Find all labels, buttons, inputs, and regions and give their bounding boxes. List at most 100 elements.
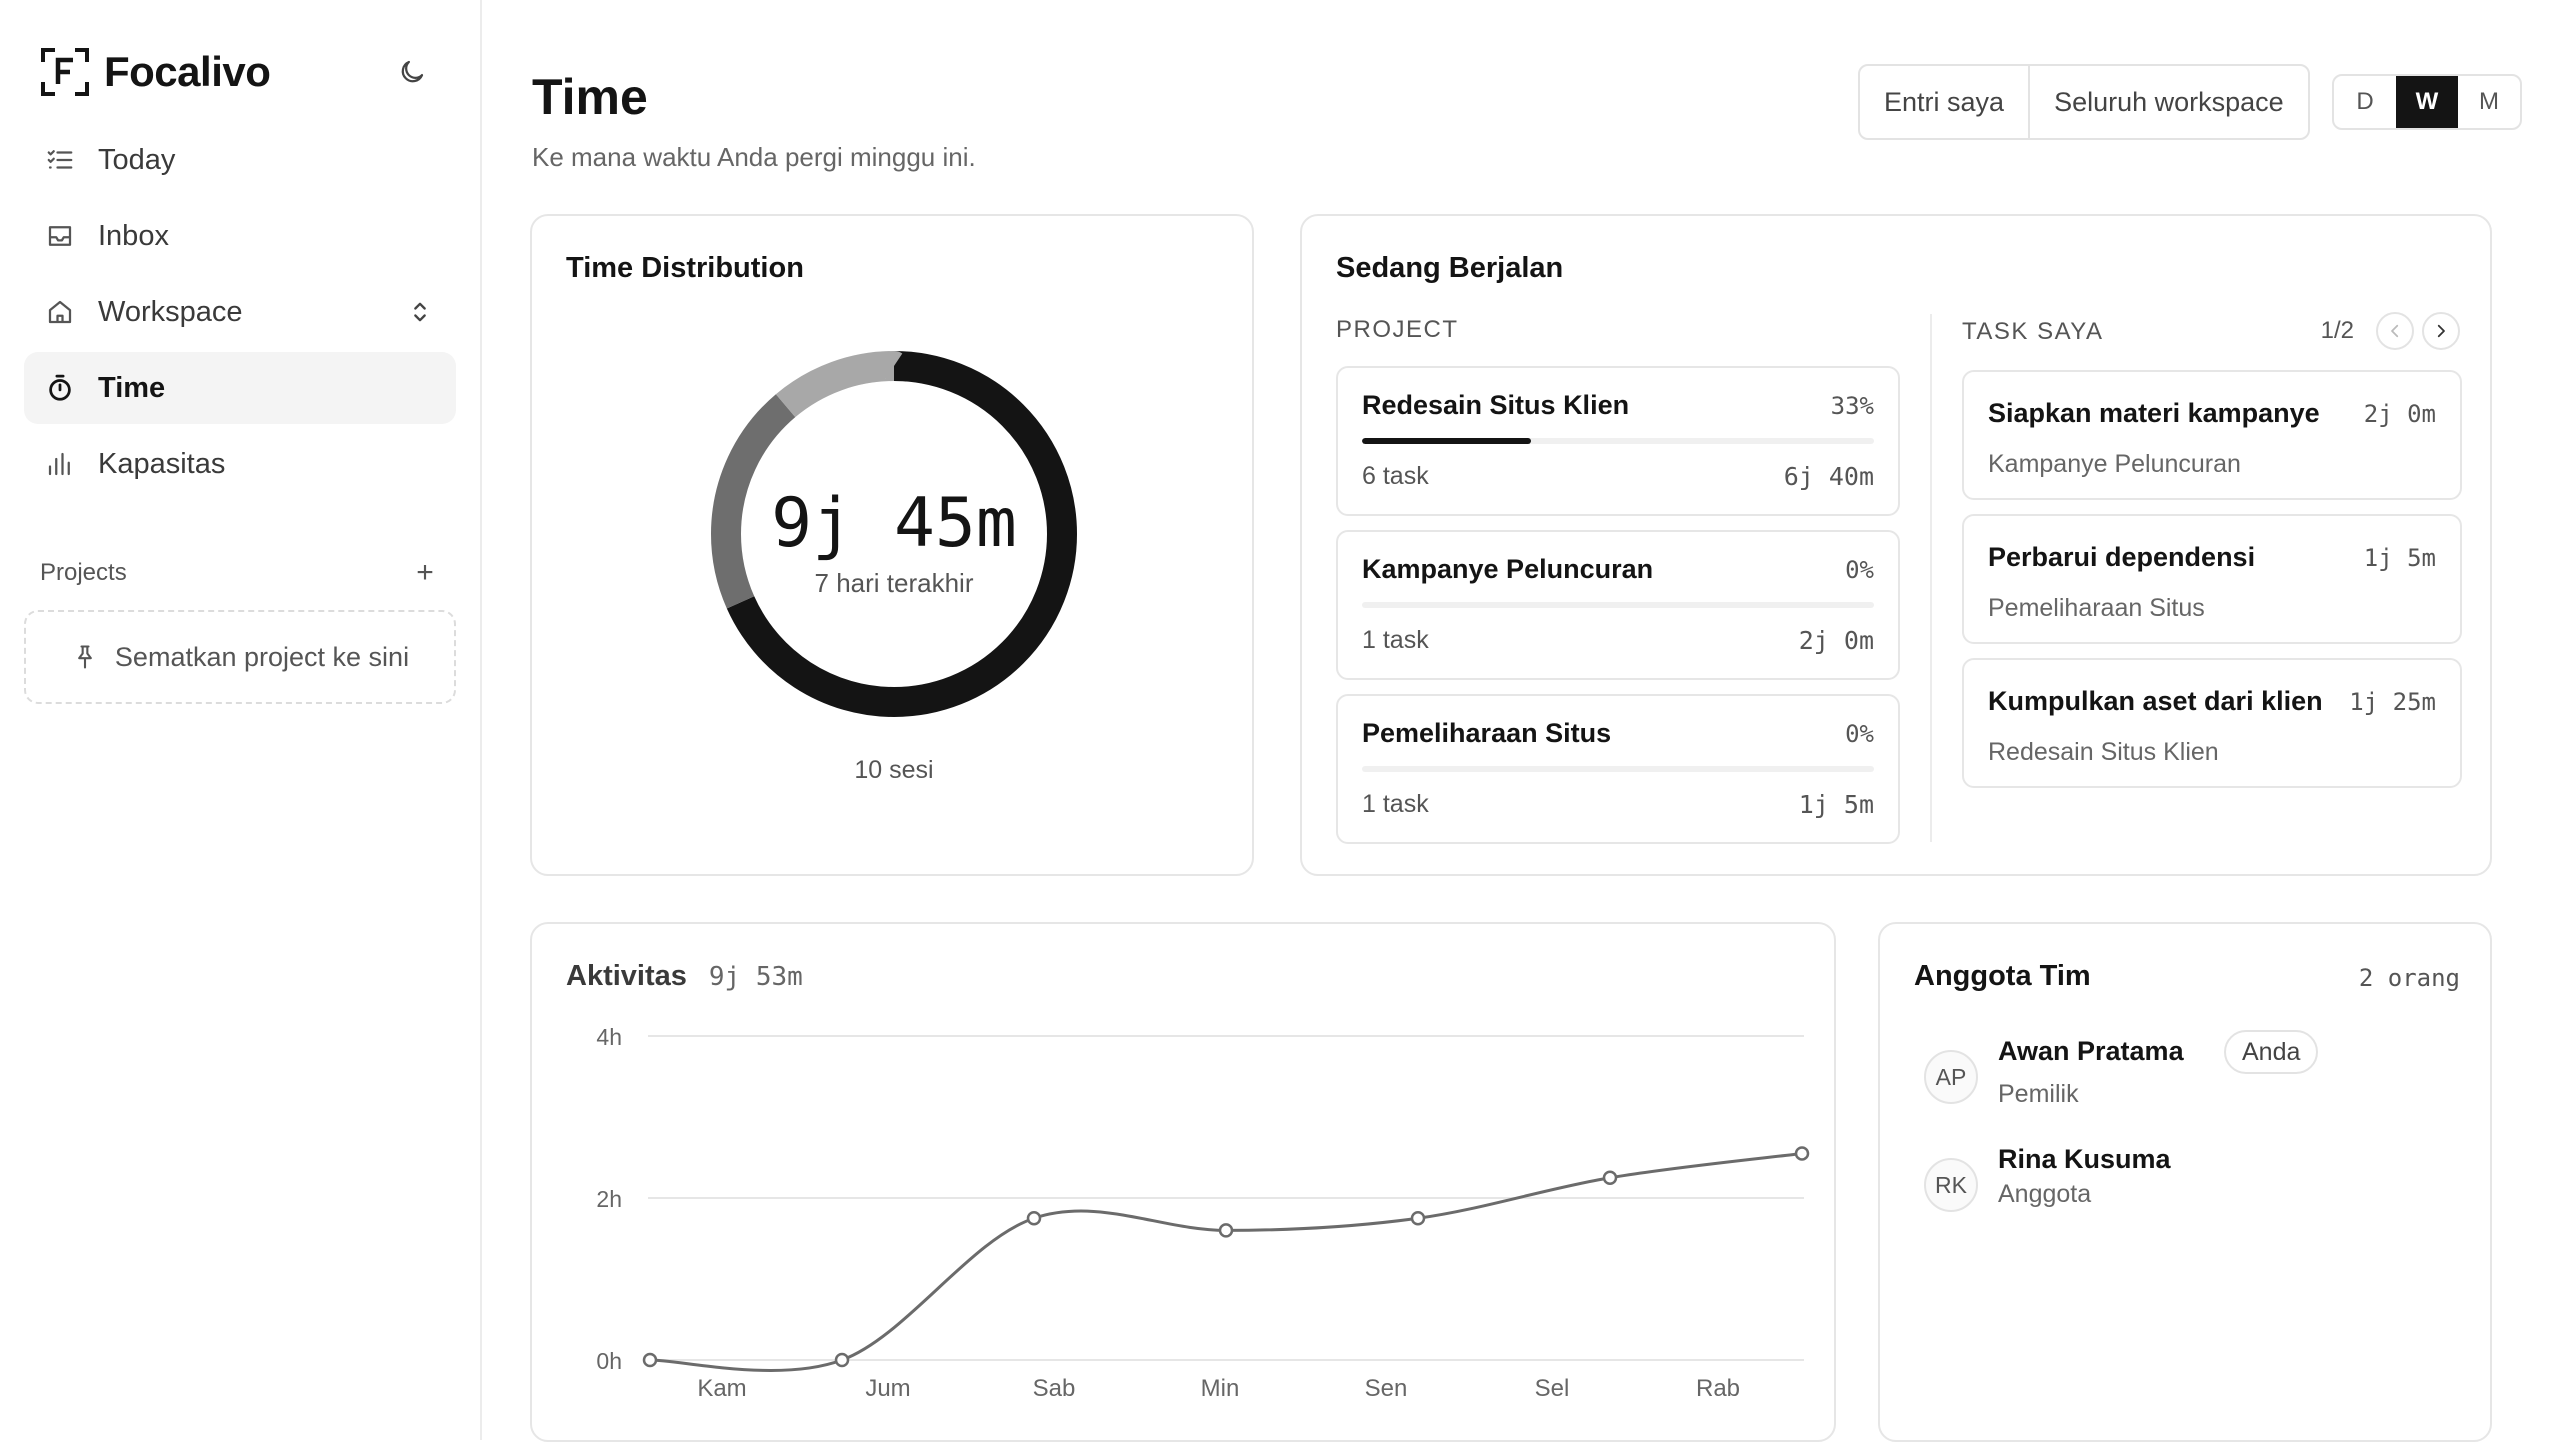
project-name: Kampanye Peluncuran bbox=[1362, 554, 1654, 584]
member-name: Awan Pratama bbox=[1998, 1036, 2184, 1066]
task-project: Kampanye Peluncuran bbox=[1988, 450, 2241, 478]
project-card[interactable]: Redesain Situs Klien 33% 6 task 6j 40m bbox=[1336, 366, 1900, 516]
sidebar-item-inbox[interactable]: Inbox bbox=[24, 200, 456, 272]
y-tick-label: 4h bbox=[596, 1024, 622, 1050]
donut-segment-2 bbox=[711, 351, 1077, 717]
chevron-up-down-icon[interactable] bbox=[406, 298, 434, 326]
app-name: Focalivo bbox=[104, 48, 271, 95]
scope-my-entries-button[interactable]: Entri saya bbox=[1884, 86, 2005, 117]
sidebar-item-label: Workspace bbox=[98, 295, 243, 328]
theme-toggle-button[interactable] bbox=[392, 52, 432, 92]
task-card[interactable]: Siapkan materi kampanye 2j 0m Kampanye P… bbox=[1962, 370, 2462, 500]
running-card: Sedang Berjalan PROJECT Redesain Situs K… bbox=[1300, 214, 2492, 876]
bar-chart-icon bbox=[44, 448, 76, 480]
task-section-label: TASK SAYA bbox=[1962, 318, 2104, 345]
team-member[interactable]: RK Rina Kusuma Anggota bbox=[1914, 1144, 2474, 1234]
session-count: 10 sesi bbox=[854, 756, 934, 784]
x-tick-label: Sen bbox=[1365, 1375, 1408, 1402]
projects-label: Projects bbox=[40, 559, 127, 586]
data-point-Kam[interactable] bbox=[642, 1352, 658, 1368]
sidebar: Focalivo Today Inbox Workspace bbox=[0, 0, 482, 1440]
project-time: 2j 0m bbox=[1798, 626, 1874, 655]
data-point-Sen[interactable] bbox=[1410, 1211, 1426, 1226]
donut-segment-1 bbox=[711, 351, 1077, 717]
home-icon bbox=[44, 296, 76, 328]
scope-whole-workspace-button[interactable]: Seluruh workspace bbox=[2028, 66, 2308, 138]
data-point-Sab[interactable] bbox=[1026, 1211, 1042, 1226]
sidebar-item-time[interactable]: Time bbox=[24, 352, 456, 424]
task-time: 1j 5m bbox=[2363, 544, 2436, 572]
range-day-button[interactable]: D bbox=[2356, 88, 2374, 115]
project-name: Redesain Situs Klien bbox=[1362, 390, 1630, 420]
you-badge: Anda bbox=[2224, 1030, 2319, 1074]
member-role: Pemilik bbox=[1998, 1080, 2079, 1108]
project-progress-bar bbox=[1362, 766, 1874, 772]
x-tick-label: Sel bbox=[1535, 1375, 1570, 1402]
member-role: Anggota bbox=[1998, 1180, 2092, 1208]
task-name: Kumpulkan aset dari klien bbox=[1988, 686, 2323, 716]
activity-card: 0h 2h 4h Kam Jum Sab Min Sen Sel Rab Aktivitas 9j… bbox=[530, 922, 1836, 1442]
card-title: Anggota Tim bbox=[1914, 960, 2091, 992]
project-card[interactable]: Pemeliharaan Situs 0% 1 task 1j 5m bbox=[1336, 694, 1900, 844]
chevron-right-icon bbox=[2437, 324, 2445, 338]
x-tick-label: Sab bbox=[1033, 1375, 1076, 1402]
team-card: Anggota Tim 2 orang AP Awan Pratama Anda… bbox=[1878, 922, 2492, 1442]
main-content: Time Ke mana waktu Anda pergi minggu ini… bbox=[482, 0, 2560, 1442]
task-project: Pemeliharaan Situs bbox=[1988, 594, 2205, 622]
avatar: RK bbox=[1924, 1158, 1978, 1212]
focalivo-logo-icon bbox=[41, 48, 89, 96]
page-title: Time bbox=[532, 69, 648, 125]
inbox-icon bbox=[44, 220, 76, 252]
data-point-Rab[interactable] bbox=[1794, 1146, 1810, 1161]
sidebar-item-label: Inbox bbox=[98, 219, 169, 252]
prev-page-button[interactable] bbox=[2376, 312, 2414, 350]
project-progress-fill bbox=[1362, 438, 1531, 444]
stopwatch-icon bbox=[44, 372, 76, 404]
brand[interactable]: Focalivo bbox=[40, 46, 271, 98]
donut-period-label: 7 hari terakhir bbox=[814, 568, 974, 598]
range-month-button[interactable]: M bbox=[2479, 88, 2499, 115]
time-distribution-card: Time Distribution 9j 45m 7 hari terakhir… bbox=[530, 214, 1254, 876]
task-card[interactable]: Kumpulkan aset dari klien 1j 25m Redesai… bbox=[1962, 658, 2462, 788]
data-point-Sel[interactable] bbox=[1602, 1170, 1618, 1185]
task-time: 2j 0m bbox=[2363, 400, 2436, 428]
task-name: Siapkan materi kampanye bbox=[1988, 398, 2320, 428]
range-toggle: D W M bbox=[2332, 74, 2522, 130]
pin-icon bbox=[78, 645, 92, 669]
sidebar-item-kapasitas[interactable]: Kapasitas bbox=[24, 428, 456, 500]
column-divider bbox=[1930, 314, 1932, 842]
pin-project-dropzone[interactable]: Sematkan project ke sini bbox=[24, 610, 456, 704]
add-project-button[interactable]: + bbox=[416, 556, 434, 589]
card-title: Aktivitas bbox=[566, 960, 687, 992]
task-card[interactable]: Perbarui dependensi 1j 5m Pemeliharaan S… bbox=[1962, 514, 2462, 644]
moon-icon bbox=[401, 60, 424, 83]
sidebar-item-workspace[interactable]: Workspace bbox=[24, 276, 456, 348]
project-time: 6j 40m bbox=[1783, 462, 1874, 491]
range-week-button[interactable]: W bbox=[2396, 76, 2458, 128]
next-page-button[interactable] bbox=[2422, 312, 2460, 350]
task-project: Redesain Situs Klien bbox=[1988, 738, 2219, 766]
data-point-Min[interactable] bbox=[1218, 1223, 1234, 1238]
team-member[interactable]: AP Awan Pratama Anda Pemilik bbox=[1914, 1030, 2474, 1126]
activity-series-line bbox=[649, 1151, 1803, 1372]
project-time: 1j 5m bbox=[1798, 790, 1874, 819]
checklist-icon bbox=[44, 144, 76, 176]
task-pager: 1/2 bbox=[2321, 312, 2460, 350]
project-card[interactable]: Kampanye Peluncuran 0% 1 task 2j 0m bbox=[1336, 530, 1900, 680]
card-title: Time Distribution bbox=[566, 252, 804, 284]
project-task-count: 1 task bbox=[1362, 790, 1429, 818]
page-indicator: 1/2 bbox=[2320, 317, 2354, 344]
chevron-left-icon bbox=[2391, 324, 2399, 338]
member-name: Rina Kusuma bbox=[1998, 1144, 2171, 1174]
avatar: AP bbox=[1924, 1050, 1978, 1104]
time-distribution-donut bbox=[711, 351, 1077, 717]
project-task-count: 6 task bbox=[1362, 462, 1429, 490]
scope-toggle: Entri saya Seluruh workspace bbox=[1858, 64, 2310, 140]
page-subtitle: Ke mana waktu Anda pergi minggu ini. bbox=[532, 142, 976, 172]
data-point-Jum[interactable] bbox=[834, 1352, 850, 1368]
project-name: Pemeliharaan Situs bbox=[1362, 718, 1612, 748]
project-task-count: 1 task bbox=[1362, 626, 1429, 654]
donut-total: 9j 45m bbox=[771, 484, 1017, 563]
card-title: Sedang Berjalan bbox=[1336, 252, 1564, 284]
sidebar-item-today[interactable]: Today bbox=[24, 124, 456, 196]
